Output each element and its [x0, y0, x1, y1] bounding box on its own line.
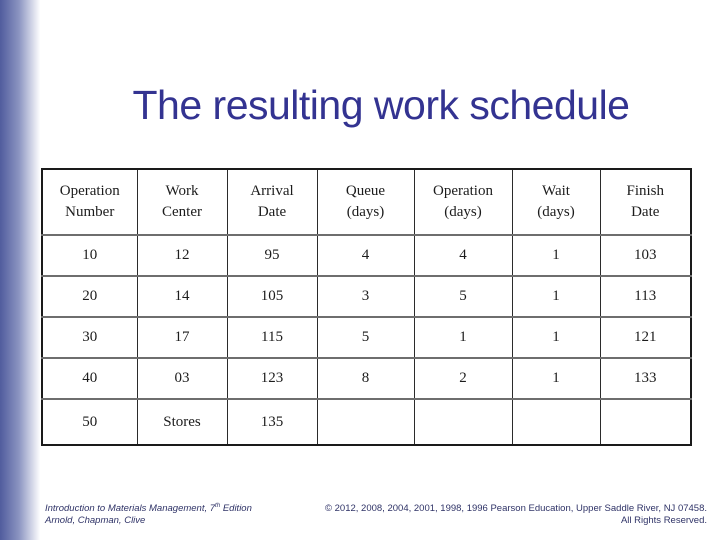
cell-queue-days: 4 [316, 235, 414, 276]
header-line: Operation [433, 183, 493, 199]
left-gradient-bar [0, 0, 42, 540]
header-line: Wait [542, 183, 570, 199]
cell-finish-date: 103 [599, 235, 691, 276]
table-row: 50 Stores 135 [42, 399, 691, 445]
header-line: (days) [537, 204, 575, 220]
cell-arrival-date: 105 [226, 276, 317, 317]
cell-finish-date: 121 [599, 317, 691, 358]
footer-copyright-line2: All Rights Reserved. [620, 515, 707, 526]
header-line: Finish [626, 183, 664, 199]
footer-edition-superscript: th [215, 501, 221, 509]
header-line: Number [65, 204, 115, 220]
cell-wait-days: 1 [511, 235, 600, 276]
table-header-row: Operation Number Work Center Arrival Dat… [42, 169, 691, 235]
cell-operation-days: 4 [413, 235, 512, 276]
cell-operation-number: 50 [82, 413, 98, 430]
cell-arrival-date: 115 [226, 317, 317, 358]
work-schedule-table: Operation Number Work Center Arrival Dat… [41, 168, 692, 446]
cell-work-center: 12 [136, 235, 227, 276]
cell-operation-number: 40 [82, 370, 98, 386]
cell-operation-days: 1 [413, 317, 512, 358]
col-header-operation-days: Operation (days) [413, 169, 512, 235]
cell-work-center: Stores [136, 399, 227, 445]
footer-copyright-line1: © 2012, 2008, 2004, 2001, 1998, 1996 Pea… [325, 503, 707, 514]
cell-work-center: 14 [136, 276, 227, 317]
cell-queue-days [316, 399, 414, 445]
cell-queue-days: 8 [316, 358, 414, 399]
header-line: Date [631, 204, 660, 220]
table-row: 10 12 95 4 4 1 103 [42, 235, 691, 276]
col-header-work-center: Work Center [136, 169, 227, 235]
cell-queue-days: 3 [316, 276, 414, 317]
col-header-queue-days: Queue (days) [316, 169, 414, 235]
cell-finish-date [599, 399, 691, 445]
footer-book-credit: Introduction to Materials Management, 7t… [45, 501, 345, 527]
cell-operation-number: 30 [82, 329, 98, 345]
cell-finish-date: 133 [599, 358, 691, 399]
slide-title: The resulting work schedule [132, 82, 630, 128]
cell-arrival-date: 95 [226, 235, 317, 276]
cell-wait-days [511, 399, 600, 445]
cell-operation-number: 20 [82, 288, 98, 304]
col-header-wait-days: Wait (days) [511, 169, 600, 235]
cell-wait-days: 1 [511, 358, 600, 399]
cell-operation-number: 10 [82, 247, 98, 263]
col-header-operation-number: Operation Number [42, 169, 137, 235]
footer-book-title-text: Introduction to Materials Management, 7 [45, 503, 216, 514]
cell-queue-days: 5 [316, 317, 414, 358]
cell-arrival-date: 135 [226, 399, 317, 445]
header-line: Date [257, 204, 287, 220]
cell-work-center: 17 [136, 317, 227, 358]
table-row: 30 17 115 5 1 1 121 [42, 317, 691, 358]
cell-finish-date: 113 [599, 276, 691, 317]
cell-operation-days: 5 [413, 276, 512, 317]
cell-wait-days: 1 [511, 276, 600, 317]
header-line: Operation [59, 183, 120, 199]
header-line: Arrival [250, 183, 294, 199]
col-header-finish-date: Finish Date [599, 169, 691, 235]
cell-work-center: 03 [136, 358, 227, 399]
cell-operation-days [413, 399, 512, 445]
footer-edition-text: Edition [220, 503, 252, 514]
cell-wait-days: 1 [511, 317, 600, 358]
col-header-arrival-date: Arrival Date [226, 169, 317, 235]
table-row: 20 14 105 3 5 1 113 [42, 276, 691, 317]
cell-operation-days: 2 [413, 358, 512, 399]
header-line: (days) [346, 204, 385, 220]
header-line: Center [162, 204, 202, 220]
footer-authors: Arnold, Chapman, Clive [45, 515, 146, 526]
footer-book-title: Introduction to Materials Management, 7t… [45, 501, 345, 515]
header-line: (days) [444, 204, 482, 220]
cell-arrival-date: 123 [226, 358, 317, 399]
header-line: Queue [345, 183, 386, 199]
table-row: 40 03 123 8 2 1 133 [42, 358, 691, 399]
header-line: Work [165, 183, 199, 199]
footer-copyright: © 2012, 2008, 2004, 2001, 1998, 1996 Pea… [277, 503, 707, 527]
